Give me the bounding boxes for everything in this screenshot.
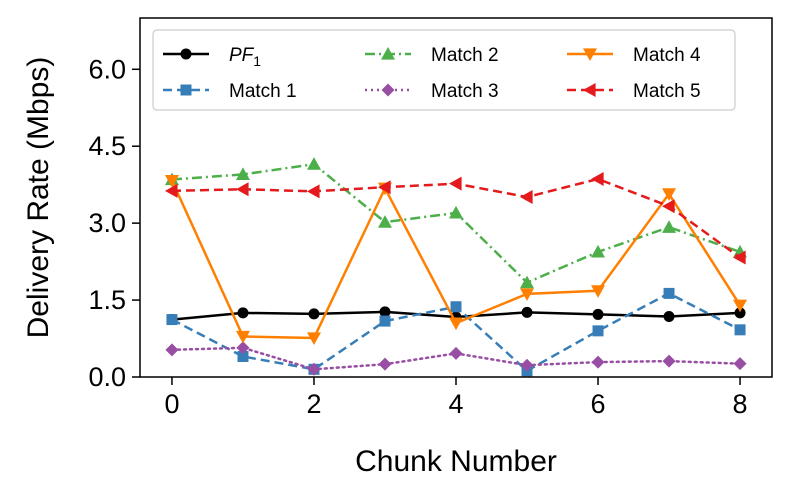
data-point xyxy=(377,215,392,228)
data-point xyxy=(237,350,249,362)
data-point xyxy=(236,341,250,355)
data-point xyxy=(164,183,178,198)
data-point xyxy=(591,172,604,187)
data-point xyxy=(377,180,391,195)
y-tick-label: 1.5 xyxy=(88,285,126,315)
data-point xyxy=(662,354,676,368)
legend-label: Match 2 xyxy=(431,45,499,66)
data-point xyxy=(591,244,606,258)
legend-entry: Match 5 xyxy=(567,81,701,102)
series-pf1 xyxy=(166,306,746,326)
data-point xyxy=(235,330,250,344)
data-point xyxy=(663,287,675,299)
legend: PF1 Match 1 Match 2 Match 3 Match 4 Match 5 xyxy=(152,29,736,111)
legend-label: PF1 xyxy=(229,45,261,69)
data-point xyxy=(449,346,463,360)
legend-entry: Match 1 xyxy=(163,81,297,102)
legend-marker xyxy=(381,47,395,60)
data-point xyxy=(165,343,179,357)
data-point xyxy=(235,167,250,181)
data-point xyxy=(592,308,604,320)
y-tick-label: 3.0 xyxy=(88,208,126,238)
y-tick-label: 0.0 xyxy=(88,362,126,392)
data-point xyxy=(591,285,606,298)
data-point xyxy=(379,306,391,318)
legend-label: Match 5 xyxy=(633,81,701,102)
data-point xyxy=(235,182,249,197)
legend-entry: PF1 xyxy=(163,45,261,69)
data-point xyxy=(734,307,746,319)
data-point xyxy=(662,220,677,233)
data-point xyxy=(166,314,178,326)
x-tick-label: 2 xyxy=(306,389,321,419)
data-point xyxy=(662,188,677,201)
series-match-5 xyxy=(164,172,746,265)
data-point xyxy=(733,299,748,313)
x-tick-label: 0 xyxy=(164,389,179,419)
legend-marker xyxy=(381,83,395,97)
data-point xyxy=(306,157,321,170)
series-match-1 xyxy=(166,287,746,377)
data-point xyxy=(733,357,747,371)
data-point xyxy=(306,332,321,346)
legend-label: Match 4 xyxy=(633,45,701,66)
data-point xyxy=(378,357,392,371)
y-axis-title: Delivery Rate (Mbps) xyxy=(22,57,55,339)
legend-entry: Match 2 xyxy=(365,45,499,66)
data-point xyxy=(449,205,463,219)
data-point xyxy=(733,250,746,265)
legend-marker xyxy=(583,83,596,97)
data-point xyxy=(662,199,675,214)
data-point xyxy=(520,288,535,301)
x-tick-label: 4 xyxy=(448,389,463,419)
data-point xyxy=(449,176,462,191)
data-point xyxy=(521,306,533,318)
legend-entry: Match 4 xyxy=(567,45,701,66)
data-point xyxy=(379,315,391,327)
data-point xyxy=(450,301,462,313)
data-point xyxy=(734,324,746,336)
legend-label: Match 1 xyxy=(229,81,297,102)
data-point xyxy=(520,358,534,372)
data-point xyxy=(592,325,604,337)
data-point xyxy=(520,189,533,204)
x-tick-label: 8 xyxy=(733,389,748,419)
legend-marker xyxy=(180,84,192,96)
legend-marker xyxy=(583,48,597,61)
series-match-4 xyxy=(164,174,748,346)
y-tick-label: 6.0 xyxy=(88,54,126,84)
data-point xyxy=(591,355,605,369)
data-point xyxy=(449,317,463,331)
x-tick-label: 6 xyxy=(591,389,606,419)
x-axis-title: Chunk Number xyxy=(355,445,557,478)
series-layer xyxy=(164,157,748,377)
data-point xyxy=(306,184,320,199)
data-point xyxy=(520,275,535,289)
series-match-3 xyxy=(165,341,747,376)
y-axis-ticks: 0.0 1.5 3.0 4.5 6.0 xyxy=(88,54,140,392)
legend-entry: Match 3 xyxy=(365,81,499,102)
data-point xyxy=(663,310,675,322)
series-match-2 xyxy=(164,157,748,289)
data-point xyxy=(307,362,321,376)
y-tick-label: 4.5 xyxy=(88,131,126,161)
data-point xyxy=(308,308,320,320)
x-axis-ticks: 0 2 4 6 8 xyxy=(164,377,748,419)
legend-label: Match 3 xyxy=(431,81,499,102)
data-point xyxy=(164,174,179,188)
data-point xyxy=(237,307,249,319)
legend-marker xyxy=(180,48,192,60)
